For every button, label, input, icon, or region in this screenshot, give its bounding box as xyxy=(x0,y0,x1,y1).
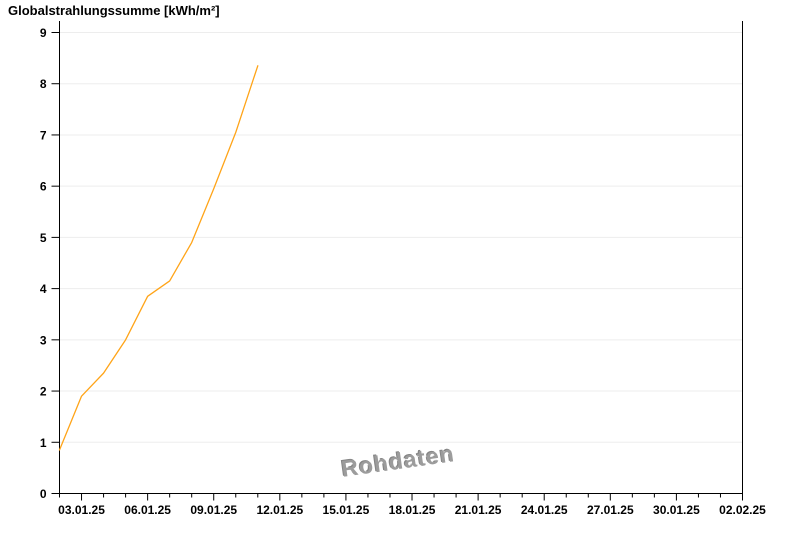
y-tick-label: 8 xyxy=(40,77,47,91)
chart-title: Globalstrahlungssumme [kWh/m²] xyxy=(8,3,220,18)
x-tick-label: 15.01.25 xyxy=(323,503,370,517)
x-tick-label: 18.01.25 xyxy=(389,503,436,517)
x-tick-label: 03.01.25 xyxy=(58,503,105,517)
x-tick-label: 09.01.25 xyxy=(190,503,237,517)
y-tick-label: 9 xyxy=(40,26,47,40)
y-tick-label: 4 xyxy=(40,282,47,296)
y-tick-label: 1 xyxy=(40,436,47,450)
y-tick-label: 6 xyxy=(40,180,47,194)
data-line-globalstrahlung xyxy=(58,65,259,451)
x-tick-label: 21.01.25 xyxy=(455,503,502,517)
y-tick-label: 2 xyxy=(40,385,47,399)
x-tick-label: 02.02.25 xyxy=(719,503,766,517)
x-tick-label: 27.01.25 xyxy=(587,503,634,517)
y-tick-label: 5 xyxy=(40,231,47,245)
y-tick-label: 3 xyxy=(40,333,47,347)
y-tick-label: 7 xyxy=(40,128,47,142)
x-tick-label: 12.01.25 xyxy=(256,503,303,517)
x-tick-label: 30.01.25 xyxy=(653,503,700,517)
y-tick-label: 0 xyxy=(40,487,47,501)
x-tick-label: 24.01.25 xyxy=(521,503,568,517)
x-tick-label: 06.01.25 xyxy=(124,503,171,517)
